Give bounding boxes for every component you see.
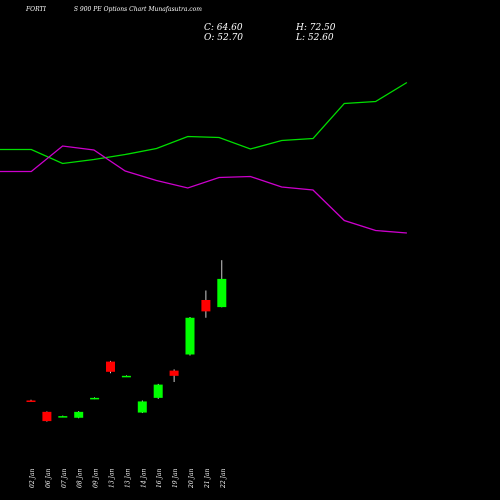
candle-body xyxy=(153,384,163,398)
candle-body xyxy=(106,361,115,372)
x-tick-label: 22 Jan xyxy=(220,468,227,489)
candle-8 xyxy=(137,400,147,414)
candle-10 xyxy=(169,369,179,382)
candle-12 xyxy=(201,290,211,318)
low-value: L: 52.60 xyxy=(296,33,334,43)
indicator-lines xyxy=(0,81,408,234)
candle-body xyxy=(201,299,211,312)
x-tick-label: 08 Jan xyxy=(77,468,84,488)
candle-13 xyxy=(217,260,227,308)
candle-body xyxy=(90,397,100,400)
x-tick-label: 21 Jan xyxy=(204,468,211,489)
candle-1 xyxy=(26,399,36,402)
x-tick-label: 07 Jan xyxy=(61,468,68,488)
x-tick-label: 13 Jan xyxy=(109,468,116,488)
x-tick-label: 20 Jan xyxy=(188,468,195,489)
candle-9 xyxy=(153,383,163,399)
candle-body xyxy=(137,401,147,413)
candle-body xyxy=(217,278,227,308)
x-axis-labels: 02 Jan 06 Jan 07 Jan 08 Jan 09 Jan 13 Jan 13 J… xyxy=(29,468,227,489)
candle-body xyxy=(121,375,131,378)
indicator-line-2 xyxy=(0,145,407,234)
x-tick-label: 09 Jan xyxy=(93,468,100,488)
candle-7 xyxy=(121,375,131,378)
x-tick-label: 02 Jan xyxy=(29,468,36,488)
candles xyxy=(26,260,227,422)
close-value: C: 64.60 xyxy=(204,23,243,33)
candle-2 xyxy=(42,411,52,422)
candle-4 xyxy=(74,411,84,419)
chart-title: FORTI S 900 PE Options Chart Munafasutra.… xyxy=(26,6,230,13)
x-tick-label: 13 Jan xyxy=(124,468,131,488)
x-tick-label: 16 Jan xyxy=(156,468,163,488)
candle-body xyxy=(185,317,195,355)
symbol-label: FORTI xyxy=(26,6,46,13)
x-tick-label: 19 Jan xyxy=(172,468,179,488)
candle-body xyxy=(58,416,68,418)
indicator-line-1 xyxy=(0,81,408,165)
candle-body xyxy=(42,411,52,422)
x-tick-label: 06 Jan xyxy=(45,468,52,488)
high-value: H: 72.50 xyxy=(296,23,336,33)
candle-3 xyxy=(58,415,68,418)
candle-body xyxy=(74,411,84,418)
open-value: O: 52.70 xyxy=(204,33,244,43)
x-tick-label: 14 Jan xyxy=(140,468,147,488)
candle-6 xyxy=(106,360,115,374)
candle-5 xyxy=(90,397,100,400)
candle-body xyxy=(26,400,36,402)
chart-subtitle: S 900 PE Options Chart Munafasutra.com xyxy=(73,6,202,13)
candle-11 xyxy=(185,317,195,356)
candle-body xyxy=(169,370,179,376)
